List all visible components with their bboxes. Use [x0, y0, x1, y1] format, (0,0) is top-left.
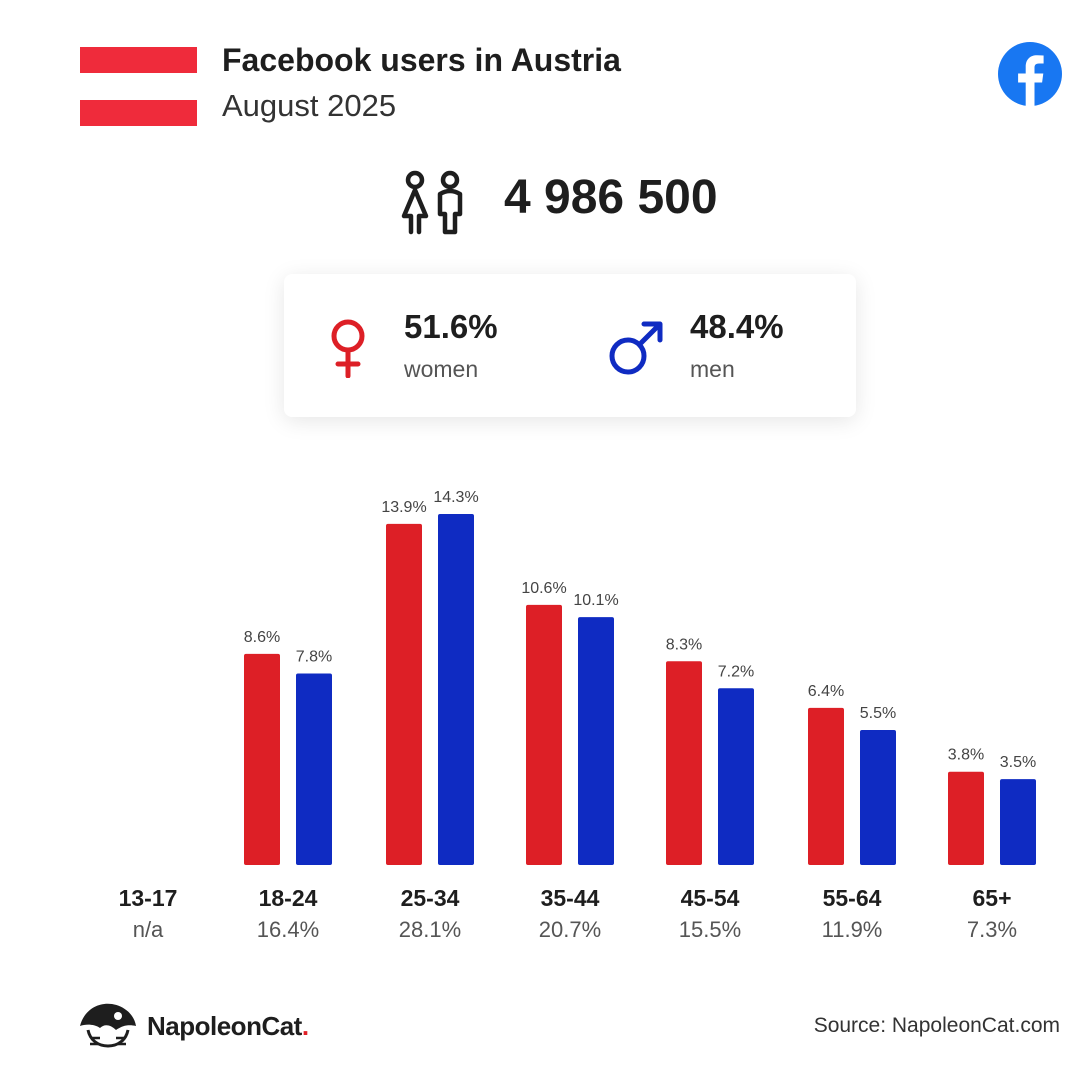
brand-dot: . [301, 1011, 309, 1041]
bar-label-women-55-64: 6.4% [808, 683, 844, 700]
austria-flag [80, 47, 197, 126]
age-group-label: 45-54 [680, 885, 740, 911]
bar-men-65+ [1000, 779, 1036, 865]
bar-label-women-35-44: 10.6% [521, 580, 566, 597]
age-group-total: 11.9% [821, 917, 883, 942]
bar-label-men-65+: 3.5% [1000, 754, 1036, 771]
women-label: women [404, 356, 479, 382]
age-group-label: 65+ [972, 885, 1012, 911]
bar-women-18-24 [244, 653, 280, 865]
age-group-label: 25-34 [400, 885, 460, 911]
bar-label-women-45-54: 8.3% [666, 636, 702, 653]
bar-label-men-35-44: 10.1% [573, 592, 618, 609]
gender-card: 51.6% women 48.4% men [284, 274, 856, 417]
age-group-label: 55-64 [822, 885, 882, 911]
bar-label-women-25-34: 13.9% [381, 499, 426, 516]
bar-men-18-24 [296, 673, 332, 865]
age-group-label: 35-44 [540, 885, 600, 911]
age-group-total: 7.3% [966, 917, 1018, 942]
source-text: Source: NapoleonCat.com [813, 1014, 1060, 1037]
brand-name: NapoleonCat. [147, 1011, 309, 1042]
bar-label-men-55-64: 5.5% [860, 705, 896, 722]
age-group-label: 18-24 [258, 885, 318, 911]
bar-label-men-18-24: 7.8% [296, 649, 332, 666]
age-group-total: n/a [132, 917, 164, 942]
female-symbol-icon [331, 319, 365, 378]
age-group-total: 16.4% [256, 917, 320, 942]
bar-women-55-64 [808, 707, 844, 865]
men-percent: 48.4% [690, 308, 784, 345]
flag-stripe-top [80, 47, 197, 73]
bar-men-55-64 [860, 730, 896, 865]
flag-stripe-bottom [80, 100, 197, 126]
bar-men-45-54 [718, 688, 754, 865]
page-subtitle: August 2025 [222, 88, 397, 123]
bar-women-35-44 [526, 604, 562, 865]
bar-label-men-25-34: 14.3% [433, 489, 478, 506]
chart-bars: 8.6% 7.8% 13.9% 14.3% 10.6% 10.1% 8.3% 7.2% 6.4%… [244, 489, 1036, 865]
bar-label-men-45-54: 7.2% [718, 663, 754, 680]
bar-women-25-34 [386, 523, 422, 865]
men-label: men [690, 356, 735, 382]
page-title: Facebook users in Austria [222, 42, 621, 78]
women-percent: 51.6% [404, 308, 498, 345]
age-group-total: 15.5% [678, 917, 742, 942]
facebook-icon [998, 42, 1062, 106]
male-symbol-icon [609, 321, 663, 375]
age-group-total: 20.7% [538, 917, 602, 942]
age-group-label: 13-17 [118, 885, 178, 911]
bar-men-35-44 [578, 617, 614, 865]
bar-men-25-34 [438, 514, 474, 865]
napoleoncat-logo-icon [80, 1003, 136, 1048]
bar-label-women-65+: 3.8% [948, 747, 984, 764]
brand-name-text: NapoleonCat [147, 1011, 302, 1041]
age-gender-chart: 8.6% 7.8% 13.9% 14.3% 10.6% 10.1% 8.3% 7.2% 6.4%… [0, 470, 1080, 890]
flag-stripe-middle [80, 73, 197, 100]
total-users: 4 986 500 [504, 171, 718, 224]
bar-label-women-18-24: 8.6% [244, 629, 280, 646]
people-icon [401, 170, 463, 235]
bar-women-65+ [948, 771, 984, 865]
bar-women-45-54 [666, 661, 702, 865]
age-group-total: 28.1% [398, 917, 462, 942]
